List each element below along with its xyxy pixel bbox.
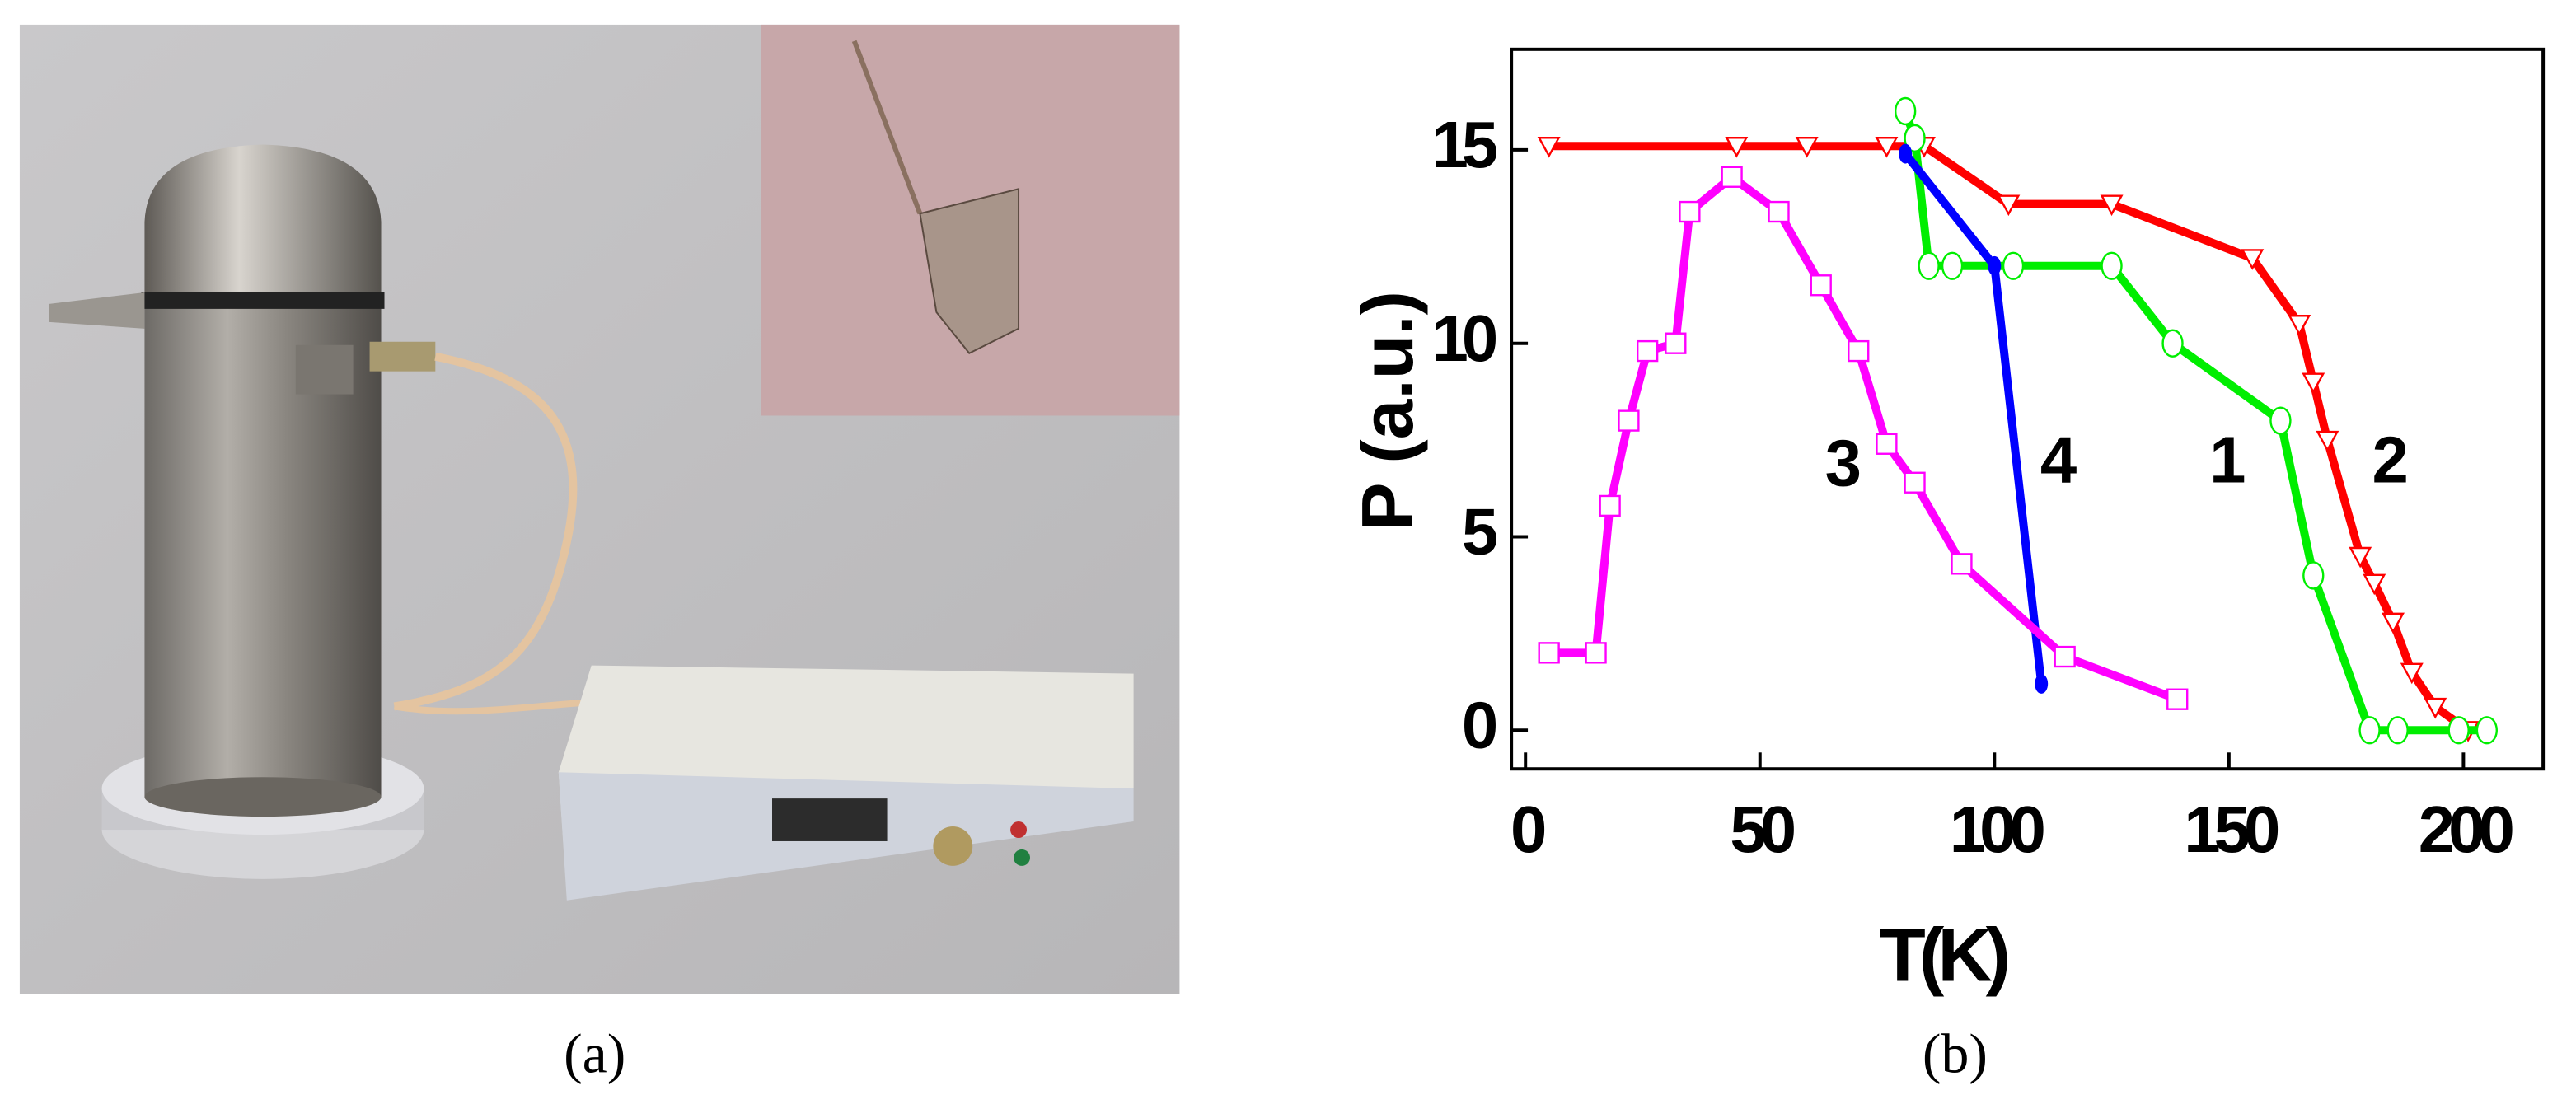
point — [2424, 697, 2447, 719]
point — [2161, 329, 2184, 358]
point — [1875, 137, 1899, 158]
y-axis-title: P (a.u.) — [1347, 291, 1428, 531]
y-tick-label: 5 — [1462, 495, 1497, 569]
point — [2363, 573, 2386, 596]
point — [2035, 673, 2049, 694]
series-label: 4 — [2040, 423, 2077, 496]
x-tick-label: 50 — [1730, 793, 1794, 866]
point — [2241, 249, 2265, 270]
point — [1988, 255, 2002, 276]
point — [1538, 642, 1560, 664]
point — [1599, 494, 1621, 517]
point — [2302, 561, 2325, 590]
point — [2100, 194, 2124, 217]
point — [2447, 716, 2470, 745]
point — [2400, 662, 2424, 685]
point — [1941, 251, 1964, 280]
point — [1904, 471, 1926, 494]
x-axis-title: T(K) — [1880, 914, 2007, 998]
point — [1585, 642, 1607, 664]
point — [2002, 251, 2025, 280]
point — [1537, 137, 1561, 158]
panel-label: (a) — [564, 1023, 625, 1085]
photo — [19, 24, 1180, 994]
point — [1848, 339, 1870, 363]
point — [1665, 332, 1687, 354]
plot-frame — [1510, 47, 2546, 771]
point — [1951, 553, 1973, 575]
point — [2358, 716, 2381, 745]
series-label: 1 — [2209, 423, 2246, 496]
point — [1679, 200, 1701, 223]
point — [2166, 688, 2189, 710]
point — [1997, 194, 2021, 217]
point — [2054, 645, 2076, 668]
point — [1918, 251, 1940, 280]
point — [1637, 339, 1659, 363]
point — [1810, 274, 1832, 297]
point — [1795, 137, 1819, 158]
x-tick-label: 100 — [1950, 793, 2044, 866]
point — [1904, 124, 1926, 152]
point — [2386, 716, 2409, 745]
y-tick-label: 15 — [1431, 108, 1496, 181]
point — [1768, 200, 1790, 223]
point — [2302, 372, 2325, 395]
point — [2101, 251, 2123, 280]
point — [1876, 433, 1898, 455]
point — [2269, 406, 2292, 435]
point — [2382, 612, 2405, 634]
point — [1899, 143, 1913, 164]
y-tick-label: 10 — [1431, 302, 1496, 375]
point — [1721, 166, 1743, 188]
series-label: 3 — [1825, 426, 1862, 499]
panel-label: (b) — [1923, 1023, 1988, 1085]
point — [1725, 137, 1749, 158]
x-tick-label: 200 — [2419, 793, 2513, 866]
point — [1895, 96, 1917, 126]
point — [2475, 716, 2498, 745]
x-tick-label: 0 — [1510, 793, 1545, 866]
point — [1618, 409, 1640, 432]
series-line — [1548, 172, 2180, 704]
point — [2316, 430, 2339, 452]
point — [2349, 546, 2372, 569]
y-tick-label: 0 — [1462, 688, 1496, 761]
x-tick-label: 150 — [2184, 793, 2279, 866]
series-label: 2 — [2372, 423, 2409, 496]
point — [2288, 315, 2311, 336]
